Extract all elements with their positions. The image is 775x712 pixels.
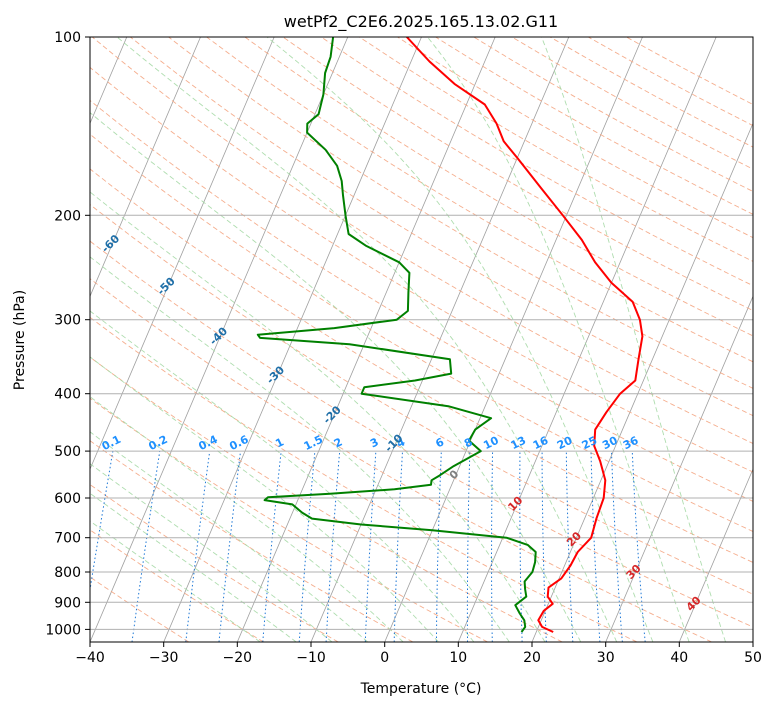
isotherm-line bbox=[458, 37, 716, 642]
isotherm-label: -80 bbox=[0, 128, 20, 151]
dry-adiabat-line bbox=[359, 37, 775, 642]
isotherm-line bbox=[16, 37, 274, 642]
dry-adiabat-line bbox=[283, 37, 775, 642]
x-tick-label: 50 bbox=[744, 650, 762, 666]
dry-adiabat-line bbox=[0, 37, 488, 642]
mixing-ratio-line bbox=[263, 451, 281, 642]
dry-adiabat-line bbox=[512, 37, 775, 642]
y-tick-label: 200 bbox=[54, 208, 81, 224]
mixing-ratio-label: 10 bbox=[481, 434, 501, 453]
mixing-ratio-label: 1 bbox=[273, 435, 286, 450]
isotherm-label: 40 bbox=[684, 594, 704, 614]
isotherm-label: 20 bbox=[564, 529, 584, 549]
mixing-ratio-line bbox=[365, 451, 376, 642]
mixing-ratio-label: 6 bbox=[433, 435, 446, 450]
dry-adiabat-line bbox=[0, 37, 189, 642]
mixing-ratio-label: 3 bbox=[368, 435, 381, 450]
mixing-ratio-line bbox=[82, 451, 113, 642]
isotherm-label: 0 bbox=[447, 467, 462, 482]
x-tick-label: 20 bbox=[523, 650, 541, 666]
dry-adiabat-line bbox=[588, 37, 775, 642]
background-lines bbox=[0, 33, 775, 643]
isotherm-label: -60 bbox=[99, 232, 122, 255]
dewpoint-profile-line bbox=[258, 37, 536, 632]
mixing-ratio-line bbox=[219, 451, 241, 642]
x-tick-label: 0 bbox=[380, 650, 389, 666]
y-tick-label: 500 bbox=[54, 444, 81, 460]
isotherm-line bbox=[385, 37, 643, 642]
dry-adiabat-line bbox=[0, 37, 775, 642]
x-tick-label: 40 bbox=[670, 650, 688, 666]
x-axis-label: Temperature (°C) bbox=[360, 681, 482, 697]
x-tick-label: 30 bbox=[597, 650, 615, 666]
line-labels: 0.10.20.40.611.52346810131620253036-100-… bbox=[0, 53, 704, 614]
mixing-ratio-label: 0.1 bbox=[100, 433, 123, 453]
isotherm-label: 10 bbox=[505, 494, 525, 514]
mixing-ratio-label: 13 bbox=[509, 434, 528, 452]
y-tick-label: 800 bbox=[54, 565, 81, 581]
y-tick-label: 100 bbox=[54, 30, 81, 46]
moist-adiabat-line bbox=[0, 33, 509, 643]
y-axis-label: Pressure (hPa) bbox=[12, 290, 28, 390]
dry-adiabat-line bbox=[474, 37, 775, 642]
mixing-ratio-label: 30 bbox=[600, 434, 620, 453]
sounding-profiles bbox=[258, 37, 643, 632]
mixing-ratio-line bbox=[632, 451, 645, 642]
dry-adiabat-line bbox=[245, 37, 775, 642]
isotherm-label: -20 bbox=[321, 403, 344, 426]
y-tick-label: 900 bbox=[54, 595, 81, 611]
y-tick-label: 300 bbox=[54, 313, 81, 329]
dry-adiabat-line bbox=[169, 37, 775, 642]
mixing-ratio-label: 0.6 bbox=[227, 433, 251, 453]
isotherm-line bbox=[532, 37, 775, 642]
mixing-ratio-label: 0.4 bbox=[197, 433, 221, 453]
dry-adiabat-line bbox=[0, 37, 775, 642]
mixing-ratio-line bbox=[467, 451, 470, 642]
mixing-ratio-line bbox=[186, 451, 210, 642]
moist-adiabat-line bbox=[0, 33, 368, 643]
mixing-ratio-label: 0.2 bbox=[147, 433, 170, 453]
isotherm-label: -50 bbox=[155, 274, 178, 297]
y-tick-label: 400 bbox=[54, 387, 81, 403]
dry-adiabat-line bbox=[0, 37, 712, 642]
plot-frame bbox=[90, 37, 753, 642]
isotherm-line bbox=[679, 37, 775, 642]
mixing-ratio-line bbox=[436, 451, 441, 642]
y-tick-label: 700 bbox=[54, 531, 81, 547]
isotherm-label: 30 bbox=[624, 562, 644, 582]
x-tick-label: −20 bbox=[223, 650, 253, 666]
y-tick-label: 600 bbox=[54, 491, 81, 507]
mixing-ratio-line bbox=[492, 451, 493, 642]
isotherm-line bbox=[753, 37, 775, 642]
y-tick-label: 1000 bbox=[45, 622, 81, 638]
x-tick-label: −40 bbox=[75, 650, 105, 666]
mixing-ratio-line bbox=[591, 451, 600, 642]
isotherm-label: -70 bbox=[50, 175, 73, 198]
moist-adiabat-line bbox=[0, 33, 545, 643]
x-tick-label: −10 bbox=[296, 650, 326, 666]
pressure-gridlines bbox=[90, 37, 753, 629]
mixing-ratio-label: 20 bbox=[555, 434, 575, 453]
moist-adiabat-line bbox=[0, 33, 581, 643]
moist-adiabat-line bbox=[0, 33, 403, 643]
moist-adiabat-line bbox=[0, 33, 296, 643]
mixing-ratio-line bbox=[612, 451, 623, 642]
moist-adiabat-line bbox=[0, 33, 332, 643]
x-tick-label: 10 bbox=[449, 650, 467, 666]
mixing-ratio-line bbox=[299, 451, 315, 642]
x-tick-label: −30 bbox=[149, 650, 179, 666]
moist-adiabat-line bbox=[540, 33, 726, 643]
dry-adiabat-line bbox=[0, 37, 775, 642]
dry-adiabat-line bbox=[0, 37, 637, 642]
chart-title: wetPf2_C2E6.2025.165.13.02.G11 bbox=[284, 12, 558, 32]
dry-adiabat-line bbox=[0, 37, 775, 642]
mixing-ratio-label: 2 bbox=[332, 435, 345, 450]
mixing-ratio-label: 36 bbox=[621, 434, 641, 453]
isotherm-label: -40 bbox=[207, 324, 230, 347]
dry-adiabat-line bbox=[92, 37, 775, 642]
mixing-ratio-label: 16 bbox=[531, 434, 551, 453]
